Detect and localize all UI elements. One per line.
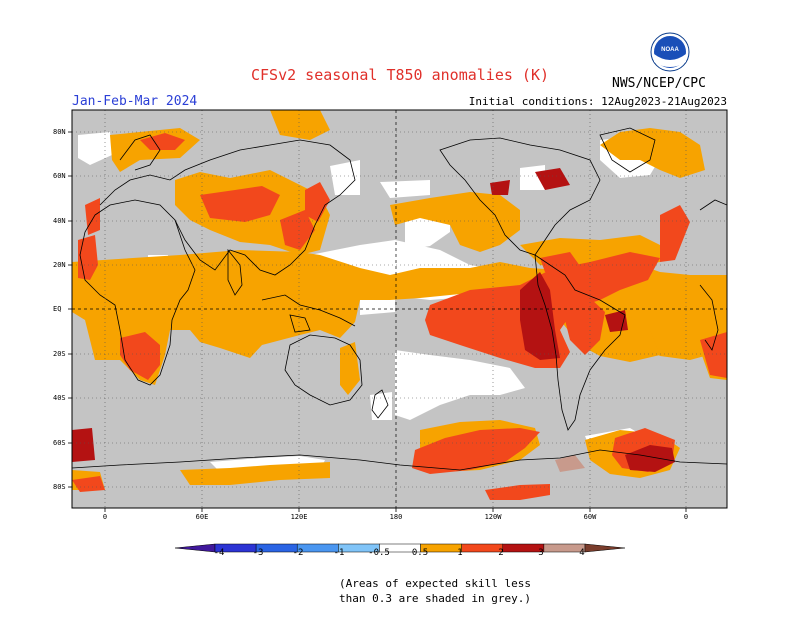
anomaly-3-to-4	[555, 455, 585, 472]
colorbar-label: -0.5	[368, 548, 390, 558]
chart-title: CFSv2 seasonal T850 anomalies (K)	[250, 66, 549, 84]
lon-label: 0	[683, 513, 689, 521]
colorbar-label: 0.5	[411, 548, 429, 558]
footnote-line: (Areas of expected skill less	[338, 577, 532, 590]
colorbar-segment	[584, 543, 625, 553]
colorbar-label: -2	[292, 548, 304, 558]
coastlines	[72, 127, 727, 471]
lat-label: 80S	[53, 483, 66, 491]
colorbar-label: -1	[333, 548, 345, 558]
lat-label: 80N	[53, 128, 66, 136]
colorbar	[175, 543, 625, 553]
colorbar-label: 4	[579, 548, 585, 558]
initial-conditions: Initial conditions: 12Aug2023-21Aug2023	[468, 95, 727, 108]
noaa-logo: NOAA	[650, 32, 690, 72]
forecast-period: Jan-Feb-Mar 2024	[72, 94, 198, 109]
lon-label: 120E	[290, 513, 308, 521]
agency-label: NWS/NCEP/CPC	[612, 76, 706, 91]
colorbar-segment	[175, 543, 216, 553]
lon-label: 60W	[583, 513, 597, 521]
colorbar-segment	[461, 543, 504, 553]
footnote-line: than 0.3 are shaded in grey.)	[338, 592, 532, 605]
colorbar-label: 1	[457, 548, 463, 558]
anomaly-2-to-3	[72, 168, 675, 472]
lon-label: 60E	[195, 513, 209, 521]
lat-label: 60N	[53, 172, 66, 180]
axis-ticks	[68, 131, 687, 512]
colorbar-label: -4	[213, 548, 225, 558]
lat-label: 20N	[53, 261, 66, 269]
lat-label: 40N	[53, 217, 66, 225]
lon-label: 180	[389, 513, 403, 521]
colorbar-label: 3	[538, 548, 544, 558]
skill-footnote: (Areas of expected skill less than 0.3 a…	[0, 576, 800, 606]
lat-label: 20S	[53, 350, 66, 358]
colorbar-label: -3	[252, 548, 264, 558]
lat-label: EQ	[53, 305, 62, 313]
lon-label: 0	[102, 513, 108, 521]
lat-label: 60S	[53, 439, 66, 447]
lon-label: 120W	[484, 513, 502, 521]
colorbar-label: 2	[498, 548, 504, 558]
lat-label: 40S	[53, 394, 66, 402]
svg-text:NOAA: NOAA	[661, 47, 679, 53]
